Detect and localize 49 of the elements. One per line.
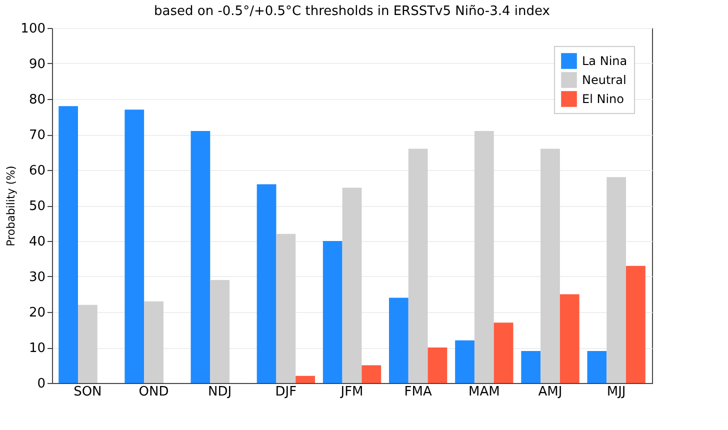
bar	[474, 130, 494, 383]
bar	[408, 148, 428, 383]
y-tick-label: 90	[28, 57, 46, 72]
bar	[276, 234, 296, 383]
bar	[389, 298, 408, 383]
y-tick-label: 50	[28, 199, 46, 214]
y-tick-label: 60	[28, 164, 46, 178]
x-tick-label: MJJ	[606, 384, 626, 400]
x-tick-label: DJF	[275, 384, 297, 400]
bar	[540, 148, 560, 383]
y-axis-title: Probability (%)	[4, 166, 18, 246]
y-tick-label: 100	[20, 22, 46, 36]
y-tick-label: 80	[28, 92, 46, 108]
bar	[362, 365, 382, 383]
y-tick-label: 30	[28, 270, 46, 285]
x-tick-label: NDJ	[208, 384, 232, 400]
bar	[606, 177, 626, 383]
bar	[78, 304, 98, 383]
y-tick-label: 20	[28, 306, 46, 320]
bar	[587, 351, 607, 383]
legend-label: El Nino	[582, 92, 624, 106]
y-tick-label: 10	[28, 341, 46, 356]
legend-label: La Nina	[582, 54, 628, 68]
x-tick-label: OND	[138, 384, 169, 400]
x-tick-label: FMA	[404, 384, 432, 400]
x-tick-label: JFM	[340, 384, 364, 400]
x-tick-label: SON	[74, 384, 102, 400]
bar	[144, 301, 164, 383]
bar	[521, 351, 541, 383]
bar	[190, 130, 210, 383]
chart-title: based on -0.5°/+0.5°C thresholds in ERSSTv5 Niño-3.4 index	[154, 4, 550, 19]
bar	[296, 376, 315, 383]
y-tick-label: 40	[28, 234, 46, 250]
bar	[428, 348, 448, 383]
bar	[322, 241, 342, 383]
bar	[560, 294, 580, 383]
bar	[210, 280, 230, 383]
legend-label: Neutral	[582, 73, 626, 87]
x-tick-label: MAM	[468, 384, 500, 400]
bar	[58, 106, 78, 383]
x-tick-label: AMJ	[538, 384, 562, 400]
bar	[626, 266, 646, 383]
bar	[342, 188, 362, 383]
bar	[494, 322, 514, 383]
bar	[256, 184, 276, 383]
bar	[124, 110, 144, 383]
y-tick-label: 70	[28, 128, 46, 143]
y-tick-label: 0	[37, 376, 46, 392]
bar	[455, 340, 474, 383]
